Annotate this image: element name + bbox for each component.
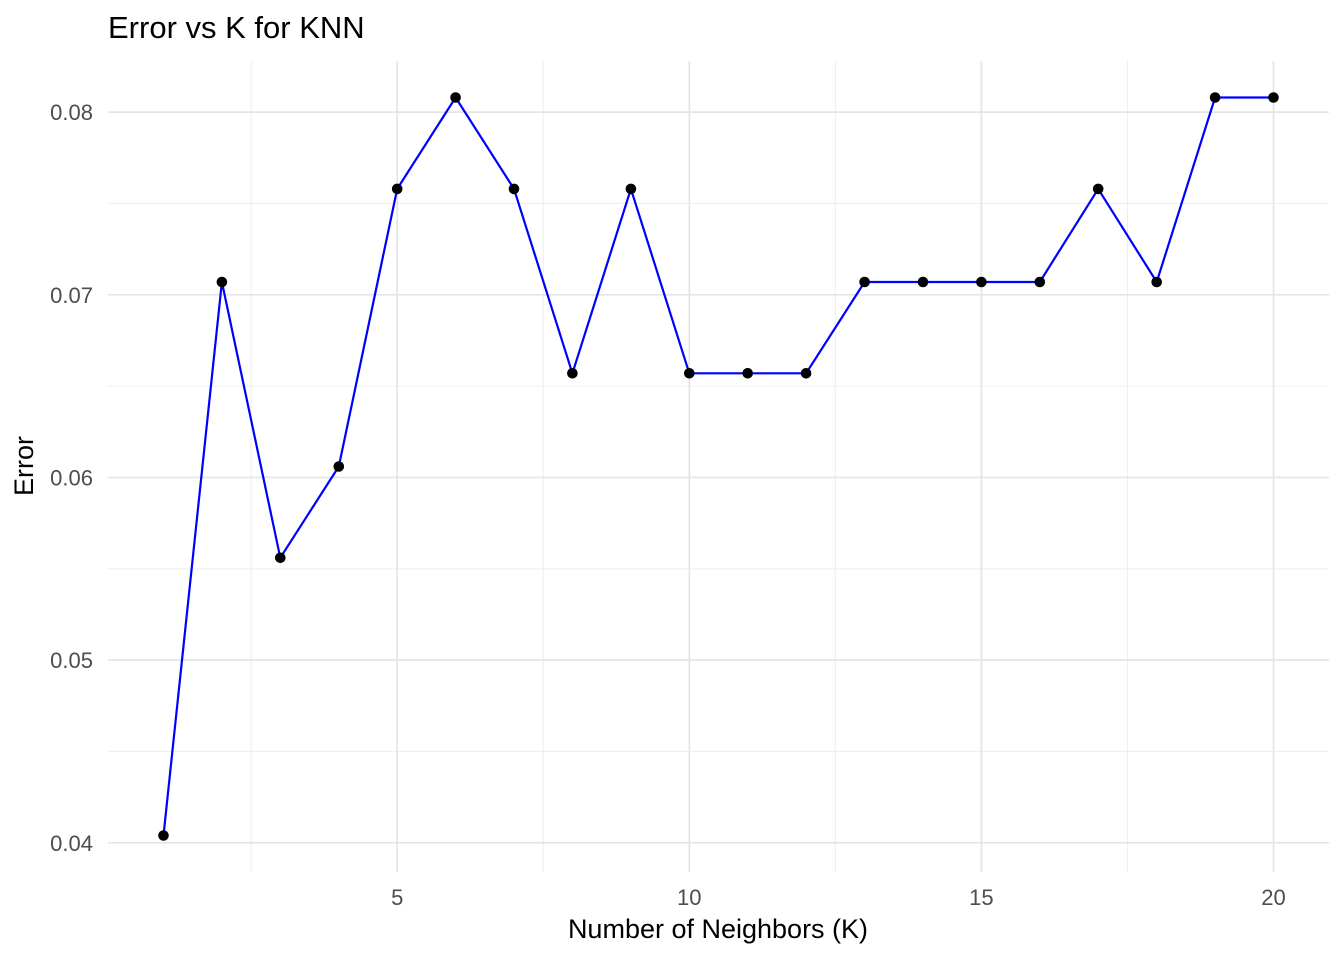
data-point	[1092, 183, 1104, 195]
x-tick-label: 5	[391, 885, 403, 910]
x-axis-tick-labels: 5 10 15 20	[391, 885, 1286, 910]
error-line-series	[162, 96, 1275, 837]
data-point	[567, 368, 578, 379]
data-point	[1034, 276, 1046, 288]
data-point	[742, 368, 753, 379]
data-point	[158, 830, 169, 841]
y-tick-label: 0.07	[50, 283, 93, 308]
y-tick-label: 0.08	[50, 100, 93, 125]
data-point	[1151, 276, 1162, 288]
major-gridlines	[108, 61, 1329, 872]
data-point	[859, 276, 870, 288]
y-tick-label: 0.06	[50, 466, 93, 491]
data-point	[216, 276, 228, 288]
y-axis-tick-labels: 0.04 0.05 0.06 0.07 0.08	[50, 100, 93, 856]
x-axis-title: Number of Neighbors (K)	[568, 914, 868, 944]
data-point	[391, 183, 403, 195]
data-points	[158, 92, 1279, 841]
data-point	[275, 552, 286, 564]
data-point	[1268, 92, 1279, 103]
data-point	[625, 183, 637, 195]
data-point	[333, 461, 345, 472]
data-point	[508, 183, 520, 195]
y-tick-label: 0.05	[50, 648, 93, 673]
data-point	[450, 92, 461, 103]
data-point	[684, 368, 695, 379]
data-point	[976, 276, 987, 288]
x-tick-label: 20	[1261, 885, 1285, 910]
y-axis-title: Error	[9, 436, 39, 496]
x-tick-label: 15	[969, 885, 993, 910]
data-point	[1209, 92, 1221, 103]
plot-title: Error vs K for KNN	[108, 10, 365, 45]
data-point	[800, 368, 812, 379]
minor-gridlines	[108, 61, 1329, 872]
x-tick-label: 10	[677, 885, 701, 910]
data-point	[917, 276, 929, 288]
y-tick-label: 0.04	[50, 831, 93, 856]
error-line	[162, 96, 1275, 837]
